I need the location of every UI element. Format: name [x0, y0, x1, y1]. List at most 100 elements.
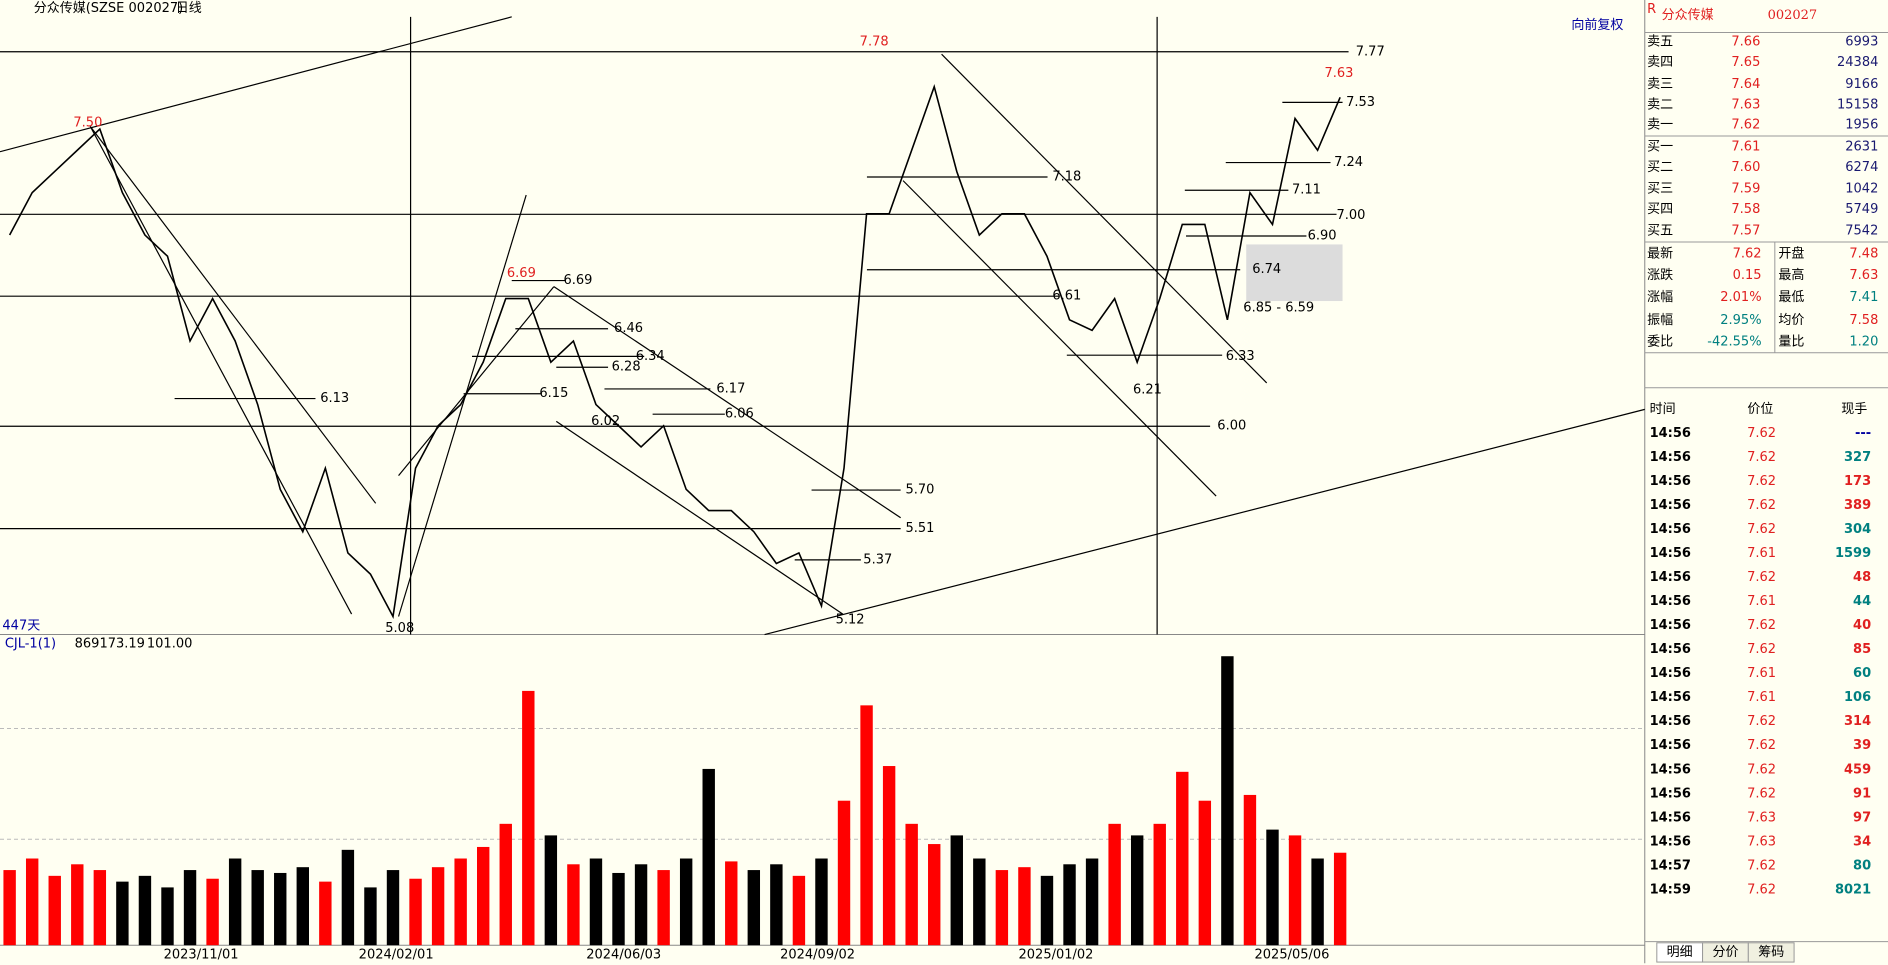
- trade-time: 14:56: [1650, 546, 1691, 561]
- book-label: 买五: [1647, 224, 1673, 239]
- trade-volume: 80: [1853, 858, 1871, 873]
- volume-bar: [567, 864, 580, 946]
- trade-volume: 97: [1853, 810, 1871, 825]
- volume-bar: [882, 766, 896, 946]
- volume-bar: [950, 835, 963, 946]
- volume-bar: [1130, 835, 1144, 946]
- trade-time: 14:56: [1650, 426, 1691, 441]
- trade-time: 14:56: [1650, 762, 1691, 777]
- book-volume: 6274: [1845, 160, 1878, 175]
- trade-volume: 1599: [1835, 546, 1871, 561]
- trade-volume: 106: [1844, 690, 1871, 705]
- volume-bar: [837, 800, 851, 946]
- trade-price: 7.62: [1747, 522, 1776, 537]
- trades-header: 现手: [1841, 402, 1867, 417]
- indicator-value: 101.00: [147, 637, 193, 652]
- volume-bar: [477, 846, 490, 946]
- tab-label[interactable]: 筹码: [1758, 944, 1784, 960]
- stat-value: 1.20: [1849, 334, 1878, 349]
- trade-volume: 389: [1844, 498, 1871, 513]
- trade-price: 7.62: [1747, 618, 1776, 633]
- price-annotation: 6.13: [320, 391, 349, 406]
- trade-volume: 48: [1853, 570, 1871, 585]
- volume-bar: [1085, 858, 1099, 946]
- trade-time: 14:56: [1650, 522, 1691, 537]
- stat-label: 最高: [1778, 267, 1804, 283]
- trade-price: 7.63: [1747, 834, 1776, 849]
- trade-volume: 459: [1844, 762, 1871, 777]
- volume-bar: [71, 864, 84, 946]
- price-annotation: 6.90: [1308, 229, 1337, 244]
- trade-price: 7.62: [1747, 570, 1776, 585]
- price-annotation: 7.18: [1052, 170, 1081, 185]
- trade-price: 7.62: [1747, 882, 1776, 897]
- volume-bar: [1288, 835, 1302, 946]
- trend-line: [398, 286, 555, 476]
- price-annotation: 6.69: [563, 273, 592, 288]
- volume-bar: [1040, 875, 1054, 946]
- volume-bar: [973, 858, 986, 946]
- trade-volume: 91: [1853, 786, 1871, 801]
- volume-bar: [454, 858, 467, 946]
- price-annotation: 6.69: [507, 266, 536, 281]
- trade-price: 7.61: [1747, 666, 1776, 681]
- badge: R: [1647, 2, 1656, 17]
- trade-time: 14:56: [1650, 570, 1691, 585]
- volume-bar: [770, 864, 783, 946]
- book-volume: 1042: [1845, 182, 1878, 197]
- volume-bar: [995, 870, 1009, 946]
- trade-price: 7.62: [1747, 714, 1776, 729]
- book-volume: 24384: [1837, 55, 1878, 70]
- volume-bar: [702, 768, 715, 946]
- volume-bar: [522, 690, 535, 946]
- book-price: 7.65: [1731, 55, 1760, 70]
- book-label: 卖五: [1647, 35, 1673, 50]
- adjust-label[interactable]: 向前复权: [1571, 17, 1623, 33]
- stat-value: 7.48: [1849, 247, 1878, 262]
- volume-bar: [905, 823, 918, 946]
- volume-bar: [409, 878, 422, 946]
- book-price: 7.61: [1731, 139, 1760, 154]
- tab-label[interactable]: 明细: [1667, 945, 1693, 960]
- trade-price: 7.62: [1747, 786, 1776, 801]
- trend-line: [902, 180, 1217, 497]
- book-volume: 7542: [1845, 224, 1878, 239]
- price-annotation: 6.02: [591, 414, 620, 429]
- trade-price: 7.62: [1747, 498, 1776, 513]
- trade-volume: 39: [1853, 738, 1871, 753]
- price-annotation: 5.51: [905, 521, 934, 536]
- trade-time: 14:56: [1650, 450, 1691, 465]
- volume-bar: [228, 858, 242, 946]
- tab-label[interactable]: 分价: [1712, 945, 1738, 960]
- trade-volume: 44: [1853, 594, 1871, 609]
- trade-price: 7.61: [1747, 690, 1776, 705]
- period-label[interactable]: 日线: [176, 1, 202, 16]
- book-price: 7.57: [1731, 224, 1760, 239]
- stat-value: -42.55%: [1707, 334, 1761, 349]
- price-annotation: 5.70: [905, 483, 934, 498]
- price-annotation: 6.00: [1217, 419, 1246, 434]
- volume-bar: [341, 849, 355, 946]
- trend-line: [397, 194, 527, 617]
- trade-price: 7.62: [1747, 474, 1776, 489]
- indicator-name[interactable]: CJL-1(1): [5, 637, 56, 652]
- volume-bar: [1333, 852, 1347, 946]
- tab[interactable]: [1747, 942, 1795, 963]
- trade-price: 7.62: [1747, 642, 1776, 657]
- book-label: 卖一: [1647, 118, 1673, 133]
- volume-bar: [1153, 823, 1166, 946]
- volume-bar: [725, 861, 738, 946]
- stat-value: 2.95%: [1720, 313, 1761, 328]
- trade-time: 14:56: [1650, 786, 1691, 801]
- book-volume: 15158: [1837, 97, 1878, 112]
- date-label: 2025/01/02: [1019, 947, 1094, 962]
- trades-header: 时间: [1650, 402, 1676, 417]
- volume-bar: [93, 870, 107, 946]
- trade-volume: ---: [1855, 426, 1871, 441]
- volume-bar: [612, 872, 625, 946]
- trend-line: [764, 408, 1645, 636]
- volume-bar: [1018, 867, 1031, 946]
- price-annotation: 7.50: [73, 115, 102, 130]
- stat-label: 振幅: [1647, 313, 1673, 328]
